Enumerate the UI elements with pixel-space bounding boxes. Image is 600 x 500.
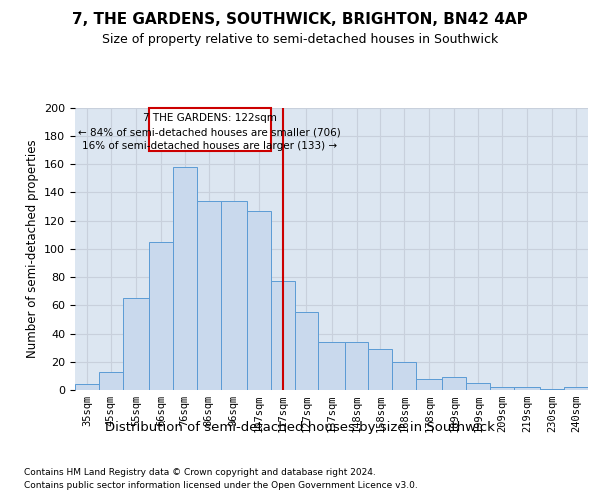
- Bar: [416, 378, 442, 390]
- Text: 16% of semi-detached houses are larger (133) →: 16% of semi-detached houses are larger (…: [82, 142, 337, 152]
- Bar: [564, 387, 588, 390]
- Text: 7, THE GARDENS, SOUTHWICK, BRIGHTON, BN42 4AP: 7, THE GARDENS, SOUTHWICK, BRIGHTON, BN4…: [72, 12, 528, 28]
- Text: Distribution of semi-detached houses by size in Southwick: Distribution of semi-detached houses by …: [105, 421, 495, 434]
- Text: Contains public sector information licensed under the Open Government Licence v3: Contains public sector information licen…: [24, 482, 418, 490]
- Bar: [75, 384, 99, 390]
- Bar: [197, 200, 221, 390]
- Bar: [466, 383, 490, 390]
- Bar: [123, 298, 149, 390]
- Bar: [442, 378, 466, 390]
- Bar: [271, 281, 295, 390]
- Text: ← 84% of semi-detached houses are smaller (706): ← 84% of semi-detached houses are smalle…: [79, 128, 341, 138]
- Bar: [99, 372, 123, 390]
- Bar: [149, 242, 173, 390]
- Y-axis label: Number of semi-detached properties: Number of semi-detached properties: [26, 140, 38, 358]
- Bar: [221, 200, 247, 390]
- Text: Contains HM Land Registry data © Crown copyright and database right 2024.: Contains HM Land Registry data © Crown c…: [24, 468, 376, 477]
- Bar: [368, 349, 392, 390]
- Bar: [173, 167, 197, 390]
- Bar: [540, 388, 564, 390]
- Bar: [295, 312, 319, 390]
- Bar: [514, 387, 540, 390]
- Bar: [319, 342, 344, 390]
- Bar: [149, 108, 271, 152]
- Bar: [247, 210, 271, 390]
- Bar: [490, 387, 514, 390]
- Text: Size of property relative to semi-detached houses in Southwick: Size of property relative to semi-detach…: [102, 32, 498, 46]
- Bar: [392, 362, 416, 390]
- Text: 7 THE GARDENS: 122sqm: 7 THE GARDENS: 122sqm: [143, 113, 277, 123]
- Bar: [344, 342, 368, 390]
